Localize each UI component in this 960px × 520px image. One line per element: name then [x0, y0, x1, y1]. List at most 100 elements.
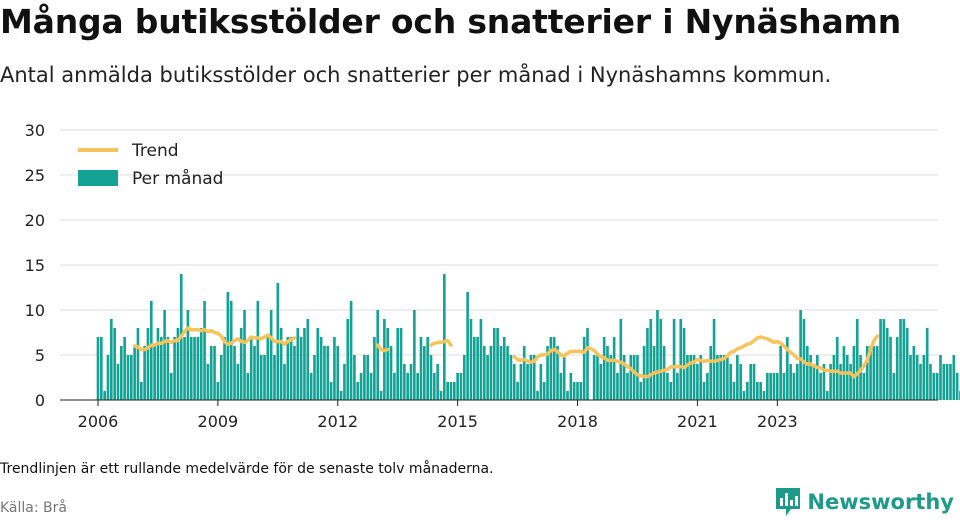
bar [253, 346, 256, 400]
bar [146, 328, 150, 400]
bar [120, 346, 123, 400]
bar [859, 355, 862, 400]
bar [199, 328, 203, 400]
bar [719, 355, 723, 400]
bar [942, 364, 946, 400]
bar [363, 355, 366, 400]
bar [256, 301, 260, 400]
bar [472, 337, 476, 400]
bar [482, 346, 486, 400]
x-tick-label: 2006 [78, 412, 119, 431]
bar [249, 337, 253, 400]
bar [702, 382, 706, 400]
bar [892, 373, 896, 400]
bar [872, 346, 876, 400]
bar [206, 364, 210, 400]
bar [239, 328, 243, 400]
bar [885, 328, 889, 400]
bar [865, 346, 869, 400]
bar [96, 337, 100, 400]
bar [659, 319, 663, 400]
bar [945, 364, 949, 400]
bar [915, 355, 919, 400]
bar [213, 346, 216, 400]
bar [196, 337, 200, 400]
bar [303, 328, 306, 400]
bar [786, 337, 789, 400]
bar [436, 364, 439, 400]
legend-bar-swatch [78, 170, 118, 186]
bar [779, 346, 782, 400]
bar [416, 373, 419, 400]
x-tick-label: 2009 [198, 412, 239, 431]
chart-subtitle: Antal anmälda butiksstölder och snatteri… [0, 63, 832, 87]
bar [499, 346, 503, 400]
bar [692, 355, 696, 400]
bar [103, 391, 106, 400]
bar [689, 355, 693, 400]
bar [736, 355, 739, 400]
bar [646, 328, 649, 400]
bar [895, 337, 899, 400]
bar [759, 382, 762, 400]
bar [672, 319, 676, 400]
bar [346, 319, 350, 400]
bar [349, 301, 353, 400]
bar [229, 301, 233, 400]
bar [226, 292, 230, 400]
bar [782, 373, 786, 400]
bar [116, 364, 120, 400]
bar [762, 391, 766, 400]
bar [935, 373, 939, 400]
bar [169, 373, 173, 400]
bar [579, 382, 583, 400]
bar [879, 319, 882, 400]
bar [539, 364, 543, 400]
bar [489, 346, 493, 400]
bar [313, 355, 316, 400]
bar [829, 364, 832, 400]
bar [622, 355, 626, 400]
bar [100, 337, 103, 400]
bar [925, 328, 929, 400]
bar [123, 337, 126, 400]
bar [223, 337, 226, 400]
bar [812, 364, 816, 400]
bar [875, 346, 879, 400]
bar [749, 364, 752, 400]
trend-line [132, 326, 297, 352]
bar [532, 355, 536, 400]
bar [456, 373, 459, 400]
bar [556, 346, 559, 400]
bar [159, 337, 163, 400]
bar [413, 310, 416, 400]
bar [316, 328, 320, 400]
chart-note: Trendlinjen är ett rullande medelvärde f… [0, 461, 494, 477]
bar [353, 355, 356, 400]
bar [343, 364, 346, 400]
bar [133, 346, 136, 400]
bar [542, 382, 546, 400]
bar [716, 355, 719, 400]
x-tick-label: 2023 [757, 412, 798, 431]
bar [529, 355, 533, 400]
trend-line [375, 343, 390, 353]
bar [656, 310, 659, 400]
x-tick-label: 2018 [557, 412, 598, 431]
chart-plot: 0 5 10 15 20 25 30 2006 2009 2012 2015 2018 2021 2023… [25, 121, 960, 431]
bar [912, 346, 916, 400]
bar [569, 373, 573, 400]
bar [596, 355, 599, 400]
bar [939, 355, 942, 400]
bar [706, 373, 709, 400]
bar [186, 310, 190, 400]
bar [776, 373, 779, 400]
bar [149, 301, 153, 400]
bar [949, 364, 952, 400]
trend-series [132, 326, 879, 379]
bar [176, 328, 180, 400]
trend-line [512, 334, 879, 379]
bar [889, 337, 892, 400]
bar [429, 355, 433, 400]
y-tick-label: 25 [25, 166, 45, 185]
